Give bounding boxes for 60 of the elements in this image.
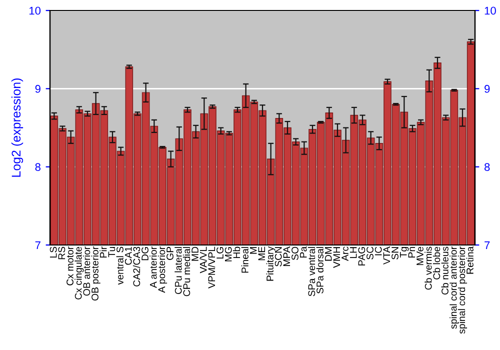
x-tick-label: DM — [324, 247, 332, 261]
x-tick-label: Cx cingulate — [74, 246, 84, 300]
y-tick-label: 9 — [35, 84, 40, 93]
y-tick-label: 7 — [35, 241, 40, 250]
x-tick-label: Tg — [400, 247, 409, 258]
x-tick-label: SO — [292, 246, 298, 260]
x-tick-label: LH — [350, 247, 357, 258]
x-tick-label: MVe — [416, 246, 424, 266]
x-tick-label: CPu lateral — [174, 247, 182, 294]
x-tick-label: LG — [216, 247, 224, 259]
x-tick-label: OB posterior — [91, 246, 100, 300]
x-tick-label: DG — [142, 247, 148, 260]
x-tick-label: GP — [166, 246, 174, 260]
x-tick-label: SPa dorsal — [316, 247, 324, 294]
x-tick-label: ME — [258, 246, 266, 260]
x-tick-label: A anterior — [150, 246, 157, 288]
x-tick-label: VPM/VPL — [208, 246, 216, 288]
x-tick-label: VTA — [383, 246, 390, 265]
x-tick-label: Pituitary — [266, 246, 276, 281]
x-tick-label: spinal cord anterior — [450, 246, 459, 329]
x-tick-label: MG — [224, 247, 232, 262]
x-tick-label: PAG — [358, 247, 366, 266]
x-tick-label: Cb vermis — [424, 246, 432, 290]
x-tick-label: Retina — [466, 246, 474, 274]
x-tick-label: IC — [374, 246, 382, 256]
x-tick-label: RS — [58, 246, 66, 260]
x-tick-label: Arc — [342, 246, 348, 261]
y-tick-label: 10 — [29, 6, 41, 15]
x-tick-label: Pineal — [241, 247, 248, 273]
x-tick-label: CA2/CA3 — [132, 246, 140, 286]
x-tick-label: Cb nucleus — [441, 246, 448, 295]
x-tick-label: SCN — [274, 247, 282, 266]
x-tick-label: SN — [392, 247, 398, 260]
x-tick-label: VMH — [333, 247, 340, 268]
x-tick-label: M — [250, 247, 257, 254]
x-tick-label: CPu medial — [182, 247, 190, 296]
x-tick-label: OB anterior — [82, 246, 90, 296]
x-tick-label: LS — [50, 246, 57, 258]
y2-tick-label: 10 — [484, 6, 496, 15]
y2-tick-label: 8 — [484, 163, 490, 171]
x-tick-label: MPA — [283, 246, 290, 266]
y-tick-label: 8 — [35, 163, 40, 171]
x-tick-label: Hb — [232, 246, 240, 258]
x-tick-label: VA/VL — [200, 246, 207, 274]
x-tick-label: Cx motor — [66, 246, 74, 286]
y2-tick-label: 9 — [484, 84, 490, 93]
x-tick-label: SPa ventral — [308, 247, 316, 296]
y-axis-title: Log2 (expression) — [11, 78, 24, 177]
x-tick-label: Pn — [408, 247, 416, 258]
x-tick-label: A posterior — [158, 246, 168, 293]
x-tick-label: Pa — [300, 246, 307, 258]
y2-tick-label: 7 — [484, 241, 490, 250]
x-tick-label: Pir — [100, 246, 107, 258]
x-tick-label: CA1 — [124, 246, 132, 265]
x-tick-label: spinal cord posterior — [458, 246, 468, 334]
x-tick-label: MD — [192, 246, 198, 261]
x-tick-label: ventral S — [116, 246, 124, 285]
x-tick-label: Cb lobe — [432, 246, 440, 280]
x-tick-label: Tu — [108, 247, 116, 258]
x-tick-label: SC — [366, 246, 374, 260]
